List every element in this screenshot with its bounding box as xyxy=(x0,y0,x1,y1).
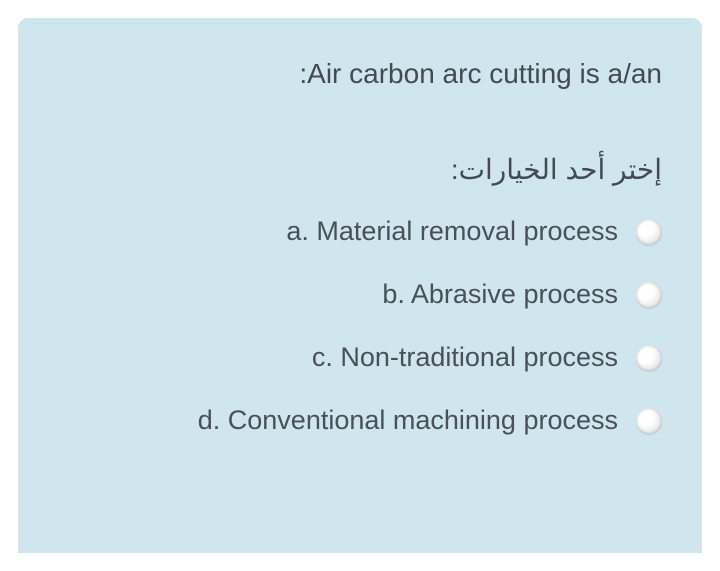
option-b[interactable]: b. Abrasive process xyxy=(58,279,662,310)
instruction-text: إختر أحد الخيارات: xyxy=(58,153,662,186)
option-d-label: d. Conventional machining process xyxy=(198,405,618,436)
options-list: a. Material removal process b. Abrasive … xyxy=(58,216,662,436)
radio-icon[interactable] xyxy=(636,345,662,371)
quiz-card: :Air carbon arc cutting is a/an إختر أحد… xyxy=(18,18,702,553)
option-b-label: b. Abrasive process xyxy=(382,279,618,310)
option-c-label: c. Non-traditional process xyxy=(312,342,618,373)
question-text: :Air carbon arc cutting is a/an xyxy=(58,54,662,93)
option-c[interactable]: c. Non-traditional process xyxy=(58,342,662,373)
option-a[interactable]: a. Material removal process xyxy=(58,216,662,247)
radio-icon[interactable] xyxy=(636,219,662,245)
radio-icon[interactable] xyxy=(636,282,662,308)
radio-icon[interactable] xyxy=(636,408,662,434)
option-d[interactable]: d. Conventional machining process xyxy=(58,405,662,436)
option-a-label: a. Material removal process xyxy=(286,216,618,247)
